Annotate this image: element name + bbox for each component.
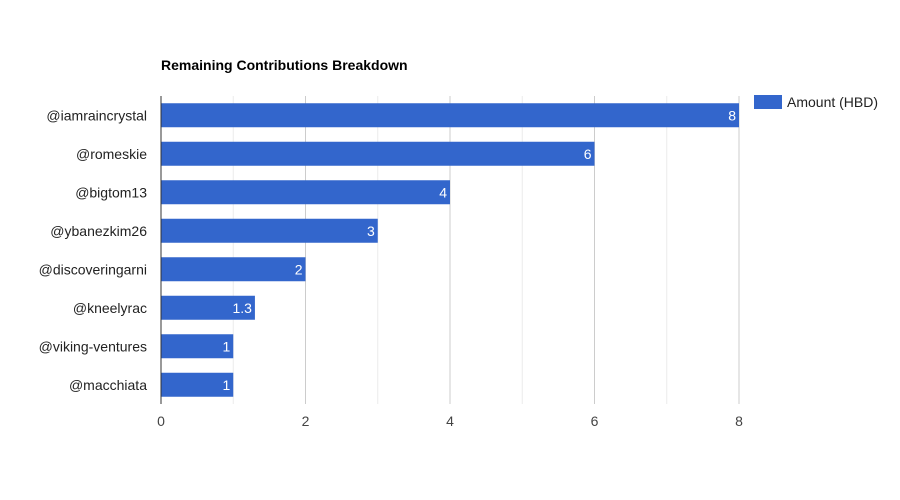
category-label: @iamraincrystal [46,107,147,123]
category-label: @discoveringarni [39,261,147,277]
legend-label: Amount (HBD) [787,94,879,110]
bar-value-label: 1 [222,338,230,354]
bar [161,295,255,320]
legend-swatch [754,95,782,109]
category-label: @viking-ventures [39,338,147,354]
bar-value-label: 8 [728,107,736,123]
bar [161,180,450,205]
x-tick-label: 2 [302,413,310,429]
bar [161,372,234,397]
chart-title: Remaining Contributions Breakdown [161,57,408,73]
x-tick-label: 8 [735,413,743,429]
x-tick-label: 4 [446,413,454,429]
bar [161,218,378,243]
category-label: @kneelyrac [73,300,147,316]
bar-value-label: 2 [295,261,303,277]
bar [161,334,234,359]
bar [161,141,595,166]
bar [161,257,306,282]
bar-value-label: 6 [584,146,592,162]
bar-value-label: 1.3 [232,300,252,316]
category-label: @ybanezkim26 [50,223,147,239]
category-label: @romeskie [76,146,147,162]
bar-value-label: 3 [367,223,375,239]
x-tick-label: 0 [157,413,165,429]
bar [161,103,739,128]
bar-value-label: 1 [222,377,230,393]
x-tick-label: 6 [591,413,599,429]
bar-value-label: 4 [439,184,447,200]
legend: Amount (HBD) [754,94,878,110]
category-label: @bigtom13 [75,184,147,200]
category-label: @macchiata [69,377,147,393]
